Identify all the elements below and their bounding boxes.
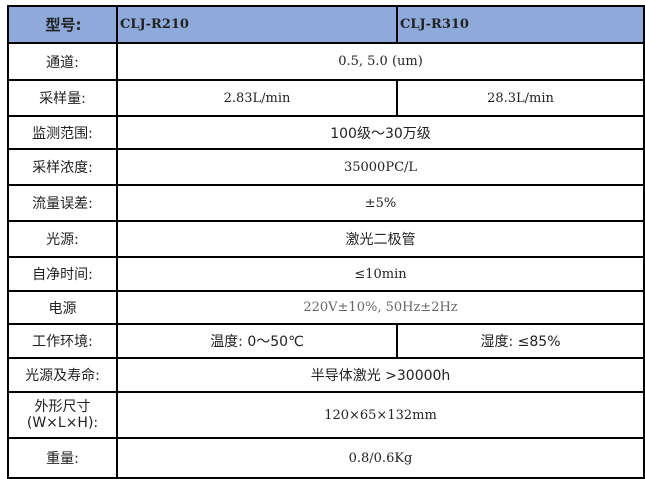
row-label: 电源 [7, 290, 118, 325]
table-row: 光源: 激光二极管 [7, 220, 645, 258]
table-row: 电源 220V±10%, 50Hz±2Hz [7, 290, 645, 325]
row-label: 流量误差: [7, 184, 118, 222]
table-row: 自净时间: ≤10min [7, 256, 645, 292]
table-row: 重量: 0.8/0.6Kg [7, 437, 645, 479]
table-row: 通道: 0.5, 5.0 (um) [7, 42, 645, 81]
row-label: 监测范围: [7, 115, 118, 150]
table-row: 采样量: 2.83L/min 28.3L/min [7, 79, 645, 117]
table-row: 工作环境: 温度: 0～50℃ 湿度: ≤85% [7, 323, 645, 359]
row-value-2: 湿度: ≤85% [396, 323, 645, 359]
header-label: 型号: [7, 5, 118, 44]
spec-table: 型号: CLJ-R210 CLJ-R310 通道: 0.5, 5.0 (um) … [7, 5, 645, 479]
table-header-row: 型号: CLJ-R210 CLJ-R310 [7, 5, 645, 44]
row-value: ±5% [116, 184, 645, 222]
row-label: 自净时间: [7, 256, 118, 292]
row-value: 35000PC/L [116, 148, 645, 186]
table-row: 光源及寿命: 半导体激光 >30000h [7, 357, 645, 393]
row-value: ≤10min [116, 256, 645, 292]
header-model-2: CLJ-R310 [396, 5, 645, 44]
table-row: 流量误差: ±5% [7, 184, 645, 222]
table-row: 外形尺寸 (W×L×H): 120×65×132mm [7, 391, 645, 439]
row-value-1: 温度: 0～50℃ [116, 323, 398, 359]
table-row: 采样浓度: 35000PC/L [7, 148, 645, 186]
table-row: 监测范围: 100级～30万级 [7, 115, 645, 150]
row-value-1: 2.83L/min [116, 79, 398, 117]
row-label: 采样浓度: [7, 148, 118, 186]
row-label: 工作环境: [7, 323, 118, 359]
row-value: 100级～30万级 [116, 115, 645, 150]
row-value: 0.8/0.6Kg [116, 437, 645, 479]
row-label: 外形尺寸 (W×L×H): [7, 391, 118, 439]
row-label: 采样量: [7, 79, 118, 117]
row-value: 半导体激光 >30000h [116, 357, 645, 393]
row-label: 光源: [7, 220, 118, 258]
row-label-line2: (W×L×H): [26, 415, 99, 431]
row-value: 0.5, 5.0 (um) [116, 42, 645, 81]
row-label-line1: 外形尺寸 [34, 399, 91, 415]
row-value-2: 28.3L/min [396, 79, 645, 117]
row-label: 重量: [7, 437, 118, 479]
row-value: 120×65×132mm [116, 391, 645, 439]
header-model-1: CLJ-R210 [116, 5, 398, 44]
row-label: 光源及寿命: [7, 357, 118, 393]
row-value: 激光二极管 [116, 220, 645, 258]
row-label: 通道: [7, 42, 118, 81]
row-value: 220V±10%, 50Hz±2Hz [116, 290, 645, 325]
